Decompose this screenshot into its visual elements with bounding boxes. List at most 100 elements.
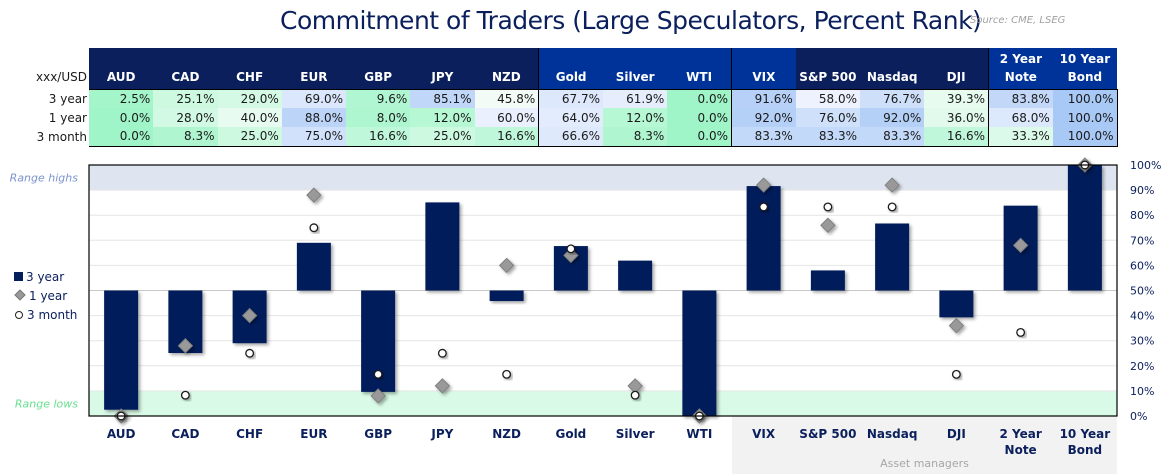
legend-label: 1 year (29, 289, 68, 303)
marker-3-month (437, 348, 447, 358)
column-header: 2 Year Note (987, 48, 1053, 89)
table-cell: 88.0% (281, 108, 346, 127)
marker-3-month (1016, 327, 1026, 337)
column-header: WTI (667, 48, 732, 89)
y-tick-label: 100% (1130, 159, 1161, 172)
x-tick-label: AUD (107, 427, 136, 441)
marker-3-month (887, 202, 897, 212)
marker-1-year (498, 257, 515, 274)
marker-3-month (951, 369, 961, 379)
x-tick-label: NZD (492, 427, 521, 441)
x-tick-label: CHF (236, 427, 263, 441)
marker-1-year (563, 247, 579, 264)
table-cell: 0.0% (667, 88, 732, 108)
x-tick-label: VIX (752, 427, 776, 441)
legend-1-year: 1 year (14, 289, 67, 303)
marker-1-year (177, 338, 194, 354)
x-tick-label: JPY (430, 427, 453, 441)
column-header: Silver (603, 48, 668, 89)
marker-3-month (759, 202, 769, 212)
bar-3-year (104, 290, 139, 410)
bar-3-year (618, 260, 653, 291)
band-label: Range highs (10, 172, 79, 185)
y-tick-label: 70% (1130, 234, 1154, 247)
marker-1-year (820, 217, 836, 233)
column-header: CAD (153, 48, 218, 89)
column-header: EUR (281, 48, 346, 89)
x-tick-label: CAD (171, 427, 199, 441)
bar-3-year (425, 202, 460, 291)
column-header: NZD (474, 48, 539, 89)
table-cell: 8.0% (346, 108, 411, 127)
marker-1-year (755, 177, 772, 193)
x-tick-label: Silver (616, 427, 655, 441)
table-cell: 25.0% (217, 127, 282, 147)
table-cell: 68.0% (987, 108, 1053, 127)
table-cell: 61.9% (603, 88, 668, 108)
table-cell: 92.0% (730, 108, 796, 127)
table-cell: 0.0% (667, 108, 732, 127)
table-cell: 0.0% (89, 127, 154, 147)
marker-1-year (948, 317, 965, 334)
table-cell: 75.0% (281, 127, 346, 147)
marker-3-month (245, 348, 255, 358)
table-cell: 8.3% (153, 127, 218, 147)
percent-rank-table: xxx/USD AUD CAD CHF EUR GBP JPY NZD Gold Silver WT… (0, 48, 1118, 147)
marker-1-year (306, 187, 322, 203)
bar-3-year (489, 290, 524, 302)
table-cell: 85.1% (410, 88, 475, 108)
y-tick-label: 40% (1130, 310, 1154, 323)
marker-3-month (502, 369, 512, 379)
table-cell: 2.5% (89, 88, 154, 108)
column-header: CHF (217, 48, 282, 89)
table-cell: 100.0% (1052, 108, 1118, 127)
table-cell: 36.0% (924, 108, 989, 127)
bar-3-year (875, 223, 910, 291)
table-cell: 83.8% (987, 88, 1053, 108)
table-cell: 16.6% (346, 127, 411, 147)
marker-3-month (823, 202, 833, 212)
legend-label: 3 month (27, 308, 78, 322)
legend-3-month: 3 month (14, 308, 77, 322)
table-cell: 92.0% (860, 108, 925, 127)
table-cell: 25.0% (410, 127, 475, 147)
x-tick-label: EUR (300, 427, 327, 441)
table-cell: 28.0% (153, 108, 218, 127)
table-cell: 60.0% (474, 108, 539, 127)
table-cell: 66.6% (538, 127, 603, 147)
table-cell: 16.6% (924, 127, 989, 147)
x-tick-label: Bond (1068, 443, 1103, 457)
marker-3-month (309, 223, 319, 233)
x-tick-label: Gold (555, 427, 586, 441)
column-header: DJI (924, 48, 989, 89)
table-cell: 83.3% (860, 127, 925, 147)
table-cell: 58.0% (795, 88, 860, 108)
table-cell: 83.3% (730, 127, 796, 147)
asset-managers-label: Asset managers (880, 457, 969, 470)
bar-3-year (939, 290, 974, 318)
y-tick-label: 50% (1130, 285, 1154, 298)
marker-3-month (180, 390, 190, 400)
y-tick-label: 20% (1130, 360, 1154, 373)
y-tick-label: 80% (1130, 209, 1154, 222)
band-label: Range lows (15, 397, 78, 410)
table-cell: 64.0% (538, 108, 603, 127)
y-tick-label: 30% (1130, 335, 1154, 348)
table-cell: 100.0% (1052, 127, 1118, 147)
asset-managers-group-box (732, 416, 1117, 474)
table-cell: 67.7% (538, 88, 603, 108)
row-label: 3 year (48, 91, 87, 106)
table-cell: 12.0% (410, 108, 475, 127)
column-header: S&P 500 (795, 48, 860, 89)
corner-label: xxx/USD (0, 48, 89, 89)
x-tick-label: WTI (686, 427, 712, 441)
bar-3-year (810, 270, 845, 291)
table-cell: 0.0% (89, 108, 154, 127)
marker-3-month (373, 369, 383, 379)
bar-3-year (746, 186, 781, 291)
source-note: Source: CME, LSEG (970, 15, 1066, 26)
marker-1-year (241, 307, 258, 324)
column-header: 10 Year Bond (1052, 48, 1117, 89)
